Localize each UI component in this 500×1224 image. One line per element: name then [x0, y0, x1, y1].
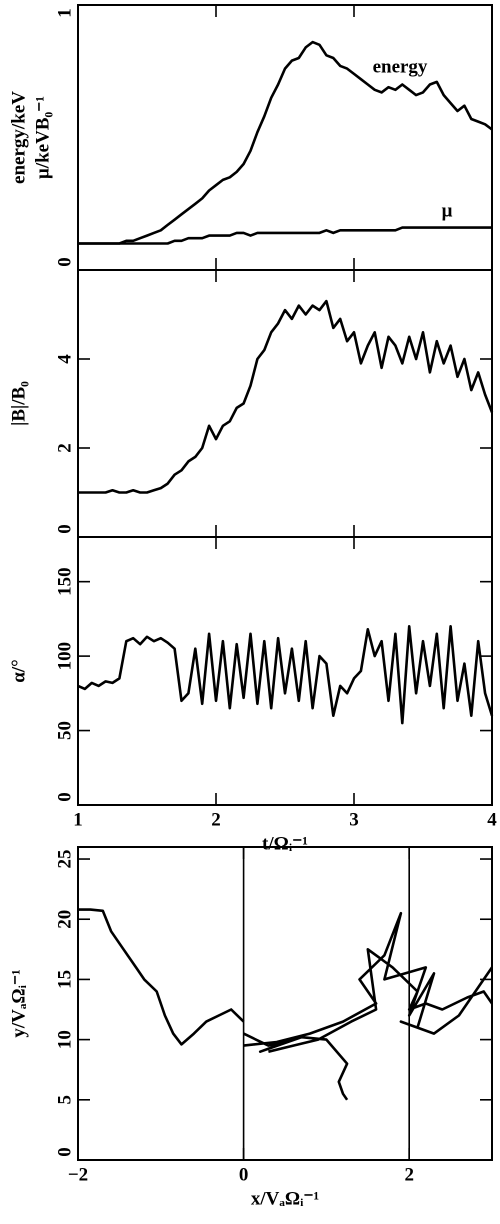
x-tick-label: 2: [404, 1164, 414, 1185]
y-tick-label: 15: [54, 970, 75, 989]
x-tick-label: 0: [239, 1164, 249, 1185]
x-tick-label: 3: [349, 809, 359, 830]
x-tick-label: 4: [487, 809, 497, 830]
y-axis-label: energy/keV: [8, 91, 29, 184]
plot-frame: [77, 846, 493, 1161]
y-tick-label: 100: [54, 642, 75, 671]
series-label: energy: [373, 56, 428, 77]
x-tick-label: −2: [68, 1164, 88, 1185]
y-tick-label: 25: [54, 850, 75, 869]
data-line: [77, 625, 494, 725]
y-axis-label: μ/keVB₀⁻¹: [32, 96, 53, 179]
x-tick-label: 2: [211, 809, 221, 830]
y-tick-label: 2: [54, 443, 75, 453]
y-tick-label: 10: [54, 1030, 75, 1049]
data-line: [78, 226, 492, 245]
plot-frame: [77, 4, 493, 271]
x-axis-label: x/VₐΩᵢ⁻¹: [251, 1188, 319, 1209]
y-tick-label: 5: [54, 1095, 75, 1105]
x-axis-label: t/Ωᵢ⁻¹: [262, 833, 308, 854]
y-tick-label: 150: [54, 567, 75, 596]
data-line: [78, 40, 493, 245]
y-tick-label: 20: [54, 910, 75, 929]
y-tick-label: 0: [54, 257, 75, 267]
series-label: μ: [442, 200, 453, 221]
y-tick-label: 0: [54, 1147, 75, 1157]
y-tick-label: 0: [54, 792, 75, 802]
y-tick-label: 4: [54, 354, 75, 364]
x-tick-label: 1: [73, 809, 83, 830]
y-axis-label: y/VₐΩᵢ⁻¹: [8, 969, 29, 1037]
y-tick-label: 50: [54, 721, 75, 740]
y-axis-label: α/°: [8, 659, 29, 682]
y-axis-label: |B|/B₀: [8, 381, 29, 426]
y-tick-label: 1: [54, 8, 75, 18]
y-tick-label: 0: [54, 524, 75, 534]
plot-frame: [77, 536, 493, 806]
trajectory: [78, 908, 494, 1101]
data-line: [78, 299, 494, 494]
